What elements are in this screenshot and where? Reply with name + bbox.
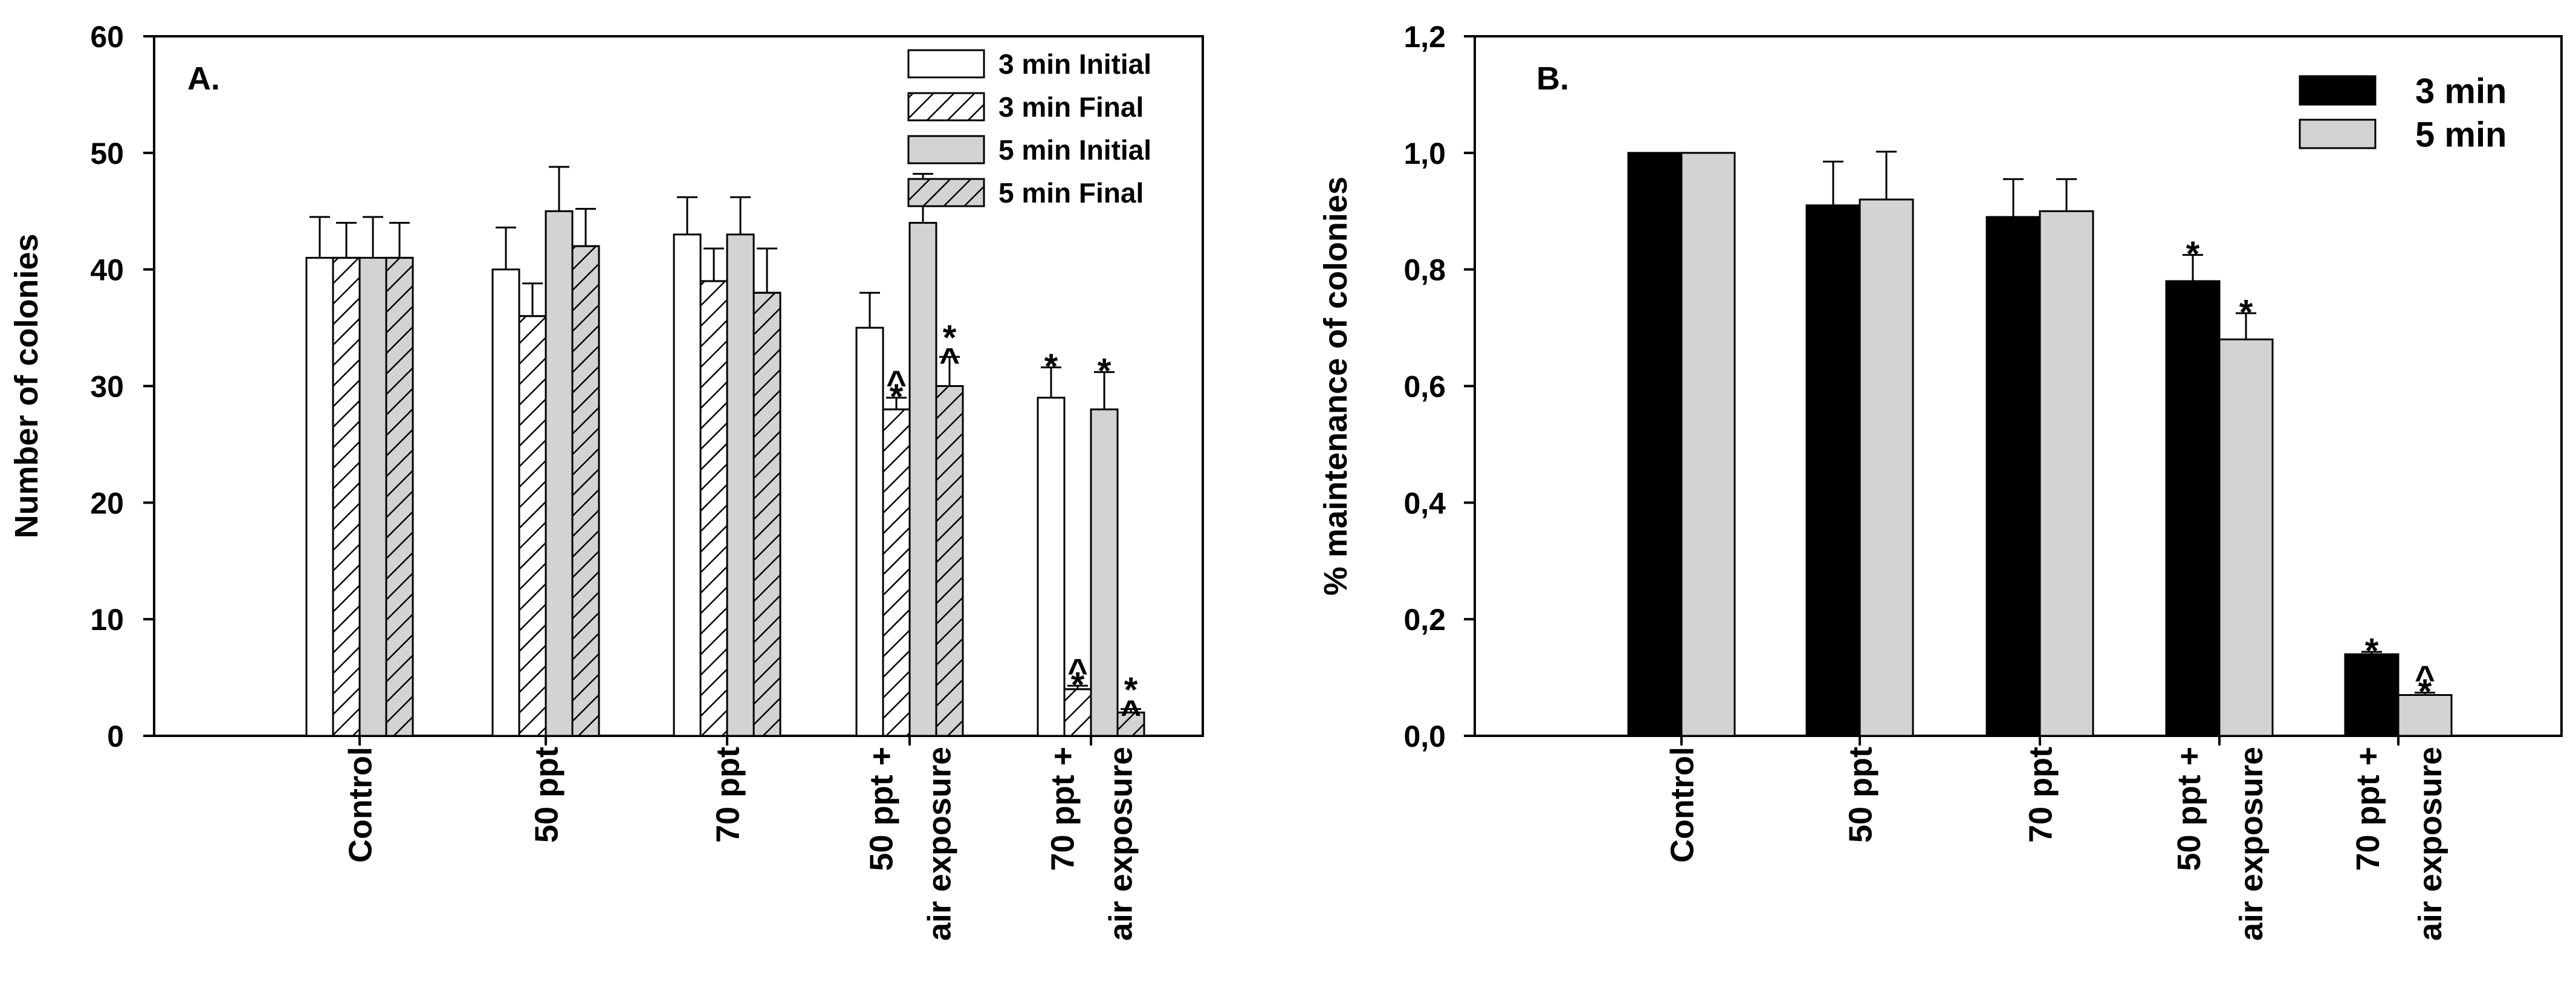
p0-bar-0-2 [673,233,702,737]
p0-legend-swatch-hatch-3 [907,178,985,207]
p0-significance-mark: * [1071,665,1085,704]
p1-legend-label-0: 3 min [2415,71,2507,111]
p0-x-category-label: 70 ppt + [1044,747,1081,871]
p0-y-tick-label: 10 [90,603,124,637]
p0-bar-hatch-3-3 [935,385,964,737]
p0-y-tick-label: 50 [90,137,124,171]
p0-bar-hatch-1-1 [518,315,547,737]
p1-bar-0-2 [1985,216,2041,737]
p0-significance-mark: * [1124,671,1138,710]
panel-a-chart: 0 10 20 30 40 50 60 Number of colonies A. Control… [8,20,1204,941]
p0-bar-hatch-3-2 [752,291,782,737]
p0-significance-mark: ^ [1121,694,1141,733]
p1-bar-0-0 [1627,152,1683,737]
p0-significance-mark: ^ [886,364,907,403]
p1-x-category-label: 50 ppt + [2171,747,2207,871]
p1-y-tick-label: 0,2 [1403,603,1446,637]
p1-x-category-label: Control [1664,747,1700,863]
p0-bar-2-1 [545,210,574,737]
p0-bar-0-0 [305,256,334,737]
p0-significance-mark: ^ [939,341,960,380]
p1-bar-1-0 [1680,152,1736,737]
p0-x-category-label: 50 ppt [528,747,565,843]
p0-panel-label: A. [187,60,220,97]
p1-bar-0-1 [1805,204,1861,737]
p0-y-tick-label: 60 [90,20,124,54]
p0-legend-label-3: 5 min Final [998,177,1144,209]
p0-bar-0-1 [491,268,520,737]
p0-bar-hatch-3-4 [1116,711,1145,737]
p0-bar-2-2 [726,233,755,737]
p1-bar-0-3 [2165,280,2221,737]
p0-x-category-label: 50 ppt + [863,747,899,871]
p0-significance-mark: * [890,377,904,417]
p1-bar-1-1 [1859,198,1914,737]
p0-bar-2-0 [358,256,387,737]
p0-bar-hatch-3-1 [571,245,600,737]
p0-x-category-label: 70 ppt [710,747,746,843]
p0-bar-hatch-1-2 [699,280,728,737]
p1-significance-mark: * [2365,632,2379,671]
p1-x-category-label: 70 ppt + [2350,747,2386,871]
p1-legend-swatch-1 [2299,119,2377,149]
p0-bar-0-3 [855,326,884,737]
p1-bar-1-4 [2397,694,2453,737]
p1-y-tick-label: 1,2 [1403,20,1446,54]
p0-bar-hatch-3-0 [385,256,414,737]
p1-y-tick-label: 0,0 [1403,720,1446,753]
p0-significance-mark: * [1044,347,1058,386]
p0-legend-swatch-0 [907,49,985,79]
p0-y-axis-label: Number of colonies [8,233,45,538]
p0-y-tick-label: 20 [90,486,124,520]
p0-bar-2-4 [1090,408,1119,737]
p0-y-tick-label: 30 [90,370,124,404]
p0-x-category-label: air exposure [921,747,957,941]
p0-bar-2-3 [908,222,937,737]
p1-y-tick-label: 0,8 [1403,253,1446,287]
p0-legend-label-0: 3 min Initial [998,48,1151,80]
p0-bar-0-4 [1037,397,1066,737]
p1-bar-1-3 [2218,338,2274,737]
p0-legend-label-1: 3 min Final [998,91,1144,123]
p1-y-tick-label: 0,4 [1403,486,1446,520]
panel-b-chart: 0,0 0,2 0,4 0,6 0,8 1,0 1,2 % maintenance of co… [1318,20,2563,941]
p1-significance-mark: * [2239,293,2253,332]
p1-x-category-label: 70 ppt [2022,747,2059,843]
p0-bar-hatch-1-0 [332,256,361,737]
p1-x-category-label: air exposure [2233,747,2270,941]
p0-y-tick-label: 0 [107,720,124,753]
p1-legend-label-1: 5 min [2415,115,2507,154]
p0-legend-swatch-hatch-1 [907,92,985,122]
p0-significance-mark: ^ [1067,652,1088,691]
p0-bar-hatch-1-3 [882,408,911,737]
p1-legend-swatch-0 [2299,75,2377,106]
p0-y-tick-label: 40 [90,253,124,287]
p1-y-tick-label: 1,0 [1403,137,1446,171]
p1-panel-label: B. [1536,60,1569,97]
p0-x-category-label: air exposure [1102,747,1139,941]
p0-significance-mark: * [1098,352,1112,391]
p1-significance-mark: ^ [2415,658,2435,698]
p1-bar-1-2 [2039,210,2094,737]
p1-y-tick-label: 0,6 [1403,370,1446,404]
p0-x-category-label: Control [342,747,378,863]
p1-x-category-label: 50 ppt [1842,747,1879,843]
p0-legend-swatch-2 [907,135,985,164]
p1-x-category-label: air exposure [2412,747,2448,941]
p1-y-axis-label: % maintenance of colonies [1318,177,1354,596]
p1-significance-mark: * [2418,672,2432,712]
p0-significance-mark: * [943,318,957,357]
p1-significance-mark: * [2186,235,2200,274]
p0-legend-label-2: 5 min Initial [998,134,1151,166]
